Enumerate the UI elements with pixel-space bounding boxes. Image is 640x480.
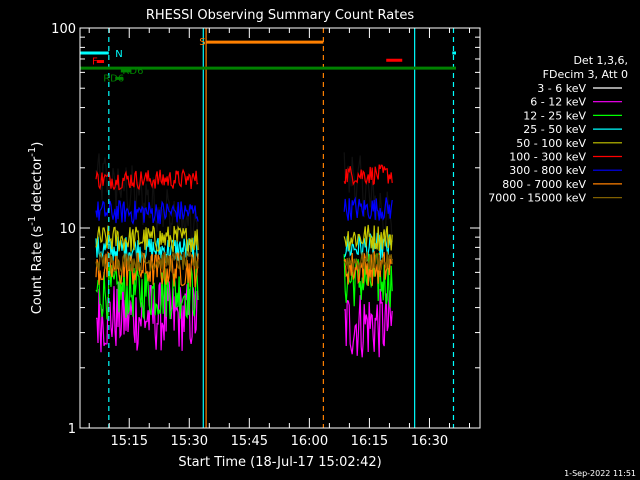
legend-label-8: 7000 - 15000 keV [488,192,586,205]
y-tick-label-2: 100 [51,22,76,37]
series-4-trace-1 [343,224,393,251]
series-8-trace-0 [95,250,199,274]
series-1-trace-0 [96,281,199,353]
flag-label-1: F [92,56,98,67]
x-tick-label-0: 15:15 [111,434,148,449]
footer-timestamp: 1-Sep-2022 11:51 [564,469,636,478]
plot-frame [79,27,481,429]
series-1-trace-1 [343,288,393,358]
flag-label-4: S [199,37,205,48]
series-4-trace-0 [95,225,199,254]
x-tick-label-3: 16:00 [291,434,328,449]
legend-label-1: 6 - 12 keV [530,96,586,109]
x-tick-label-1: 15:30 [171,434,208,449]
legend-label-4: 50 - 100 keV [516,137,586,150]
y-axis-label: Count Rate (s-1 detector-1) [27,142,45,315]
series-6-trace-0 [95,200,199,225]
legend-header-2: FDecim 3, Att 0 [543,68,628,81]
x-tick-label-5: 16:30 [411,434,448,449]
flag-label-2: RD6 [122,66,143,77]
legend-label-5: 100 - 300 keV [509,151,586,164]
chart-title: RHESSI Observing Summary Count Rates [146,8,415,23]
legend-label-3: 25 - 50 keV [523,123,586,136]
x-axis-label: Start Time (18-Jul-17 15:02:42) [178,455,381,470]
series-8-trace-1 [344,251,393,272]
series-6-trace-1 [343,196,393,221]
legend-label-0: 3 - 6 keV [537,82,586,95]
y-tick-label-1: 10 [59,222,76,237]
legend-label-6: 300 - 800 keV [509,164,586,177]
legend-header-1: Det 1,3,6, [573,54,628,67]
series-5-trace-1 [343,164,393,186]
x-tick-label-2: 15:45 [231,434,268,449]
legend-label-2: 12 - 25 keV [523,109,586,122]
axes-layer: 1 10 100 15:15 15:30 15:45 16:00 16:15 16:30 [51,22,480,449]
data-layer [95,152,393,358]
flag-label-3: RD6 [103,73,124,84]
legend-label-7: 800 - 7000 keV [502,178,586,191]
y-tick-label-0: 1 [68,422,76,437]
x-tick-label-4: 16:15 [351,434,388,449]
series-5-trace-0 [95,168,199,191]
series-7-trace-1 [343,251,393,287]
flag-label-0: N [115,49,122,60]
